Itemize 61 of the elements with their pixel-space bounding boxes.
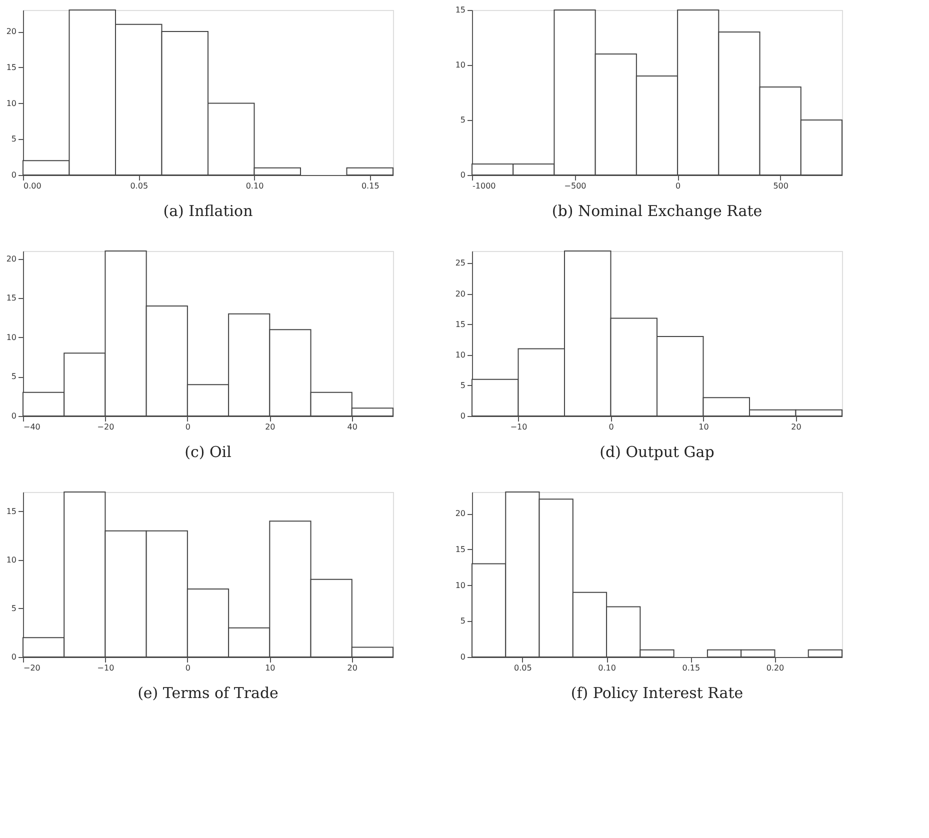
x-tick-label: 0.05 bbox=[130, 182, 148, 190]
y-tick-label: 20 bbox=[6, 27, 16, 36]
y-tick-label: 5 bbox=[460, 616, 466, 626]
y-tick-label: 10 bbox=[455, 60, 466, 70]
y-tick-label: 0 bbox=[11, 652, 16, 662]
y-tick-label: 10 bbox=[6, 98, 16, 108]
y-tick-label: 20 bbox=[455, 289, 466, 298]
x-tick-label: 20 bbox=[265, 422, 276, 432]
x-tick-label: 40 bbox=[347, 422, 358, 432]
x-tick-label: 0 bbox=[676, 182, 681, 190]
y-tick-label: 10 bbox=[6, 332, 16, 342]
y-tick-label: 25 bbox=[455, 258, 466, 268]
y-tick-label: 0 bbox=[11, 170, 16, 180]
text: (b) Nominal Exchange Rate bbox=[552, 202, 762, 220]
y-tick-label: 15 bbox=[6, 506, 16, 516]
text: (a) Inflation bbox=[163, 202, 254, 220]
x-tick-label: 0 bbox=[185, 422, 190, 432]
y-tick-label: 0 bbox=[11, 412, 16, 420]
y-tick-label: 0 bbox=[460, 412, 466, 420]
x-tick-label: −20 bbox=[97, 422, 114, 432]
x-tick-label: −20 bbox=[24, 664, 40, 672]
x-tick-label: 20 bbox=[347, 664, 358, 672]
x-tick-label: −10 bbox=[510, 422, 528, 432]
y-tick-label: 15 bbox=[455, 320, 466, 329]
y-tick-label: 20 bbox=[6, 254, 16, 264]
x-tick-label: 0.20 bbox=[766, 664, 784, 672]
x-tick-label: 0 bbox=[185, 664, 190, 672]
y-tick-label: 0 bbox=[460, 170, 466, 180]
text: (f) Policy Interest Rate bbox=[570, 684, 744, 702]
x-tick-label: 0.15 bbox=[682, 664, 700, 672]
y-tick-label: 20 bbox=[455, 509, 466, 518]
y-tick-label: 15 bbox=[6, 294, 16, 303]
x-tick-label: 0.00 bbox=[24, 182, 42, 190]
x-tick-label: 0.15 bbox=[361, 182, 380, 190]
x-tick-label: −10 bbox=[97, 664, 114, 672]
x-tick-label: −40 bbox=[24, 422, 40, 432]
x-tick-label: 20 bbox=[791, 422, 802, 432]
y-tick-label: 10 bbox=[6, 555, 16, 564]
x-tick-label: 0.05 bbox=[514, 664, 532, 672]
y-tick-label: 15 bbox=[455, 544, 466, 554]
text: (e) Terms of Trade bbox=[138, 684, 279, 702]
y-tick-label: 5 bbox=[460, 116, 466, 124]
x-tick-label: 10 bbox=[265, 664, 276, 672]
x-tick-label: 0.10 bbox=[246, 182, 264, 190]
y-tick-label: 0 bbox=[460, 652, 466, 662]
y-tick-label: 15 bbox=[455, 6, 466, 14]
x-tick-label: 0 bbox=[608, 422, 614, 432]
y-tick-label: 10 bbox=[455, 350, 466, 360]
text: (d) Output Gap bbox=[600, 443, 714, 461]
y-tick-label: 5 bbox=[460, 380, 466, 390]
text: (c) Oil bbox=[184, 443, 232, 461]
y-tick-label: 5 bbox=[11, 372, 16, 382]
x-tick-label: -1000 bbox=[472, 182, 496, 190]
y-tick-label: 10 bbox=[455, 580, 466, 590]
x-tick-label: −500 bbox=[564, 182, 586, 190]
y-tick-label: 15 bbox=[6, 62, 16, 72]
x-tick-label: 500 bbox=[773, 182, 788, 190]
x-tick-label: 10 bbox=[698, 422, 709, 432]
x-tick-label: 0.10 bbox=[598, 664, 616, 672]
y-tick-label: 5 bbox=[11, 134, 16, 144]
y-tick-label: 5 bbox=[11, 604, 16, 613]
